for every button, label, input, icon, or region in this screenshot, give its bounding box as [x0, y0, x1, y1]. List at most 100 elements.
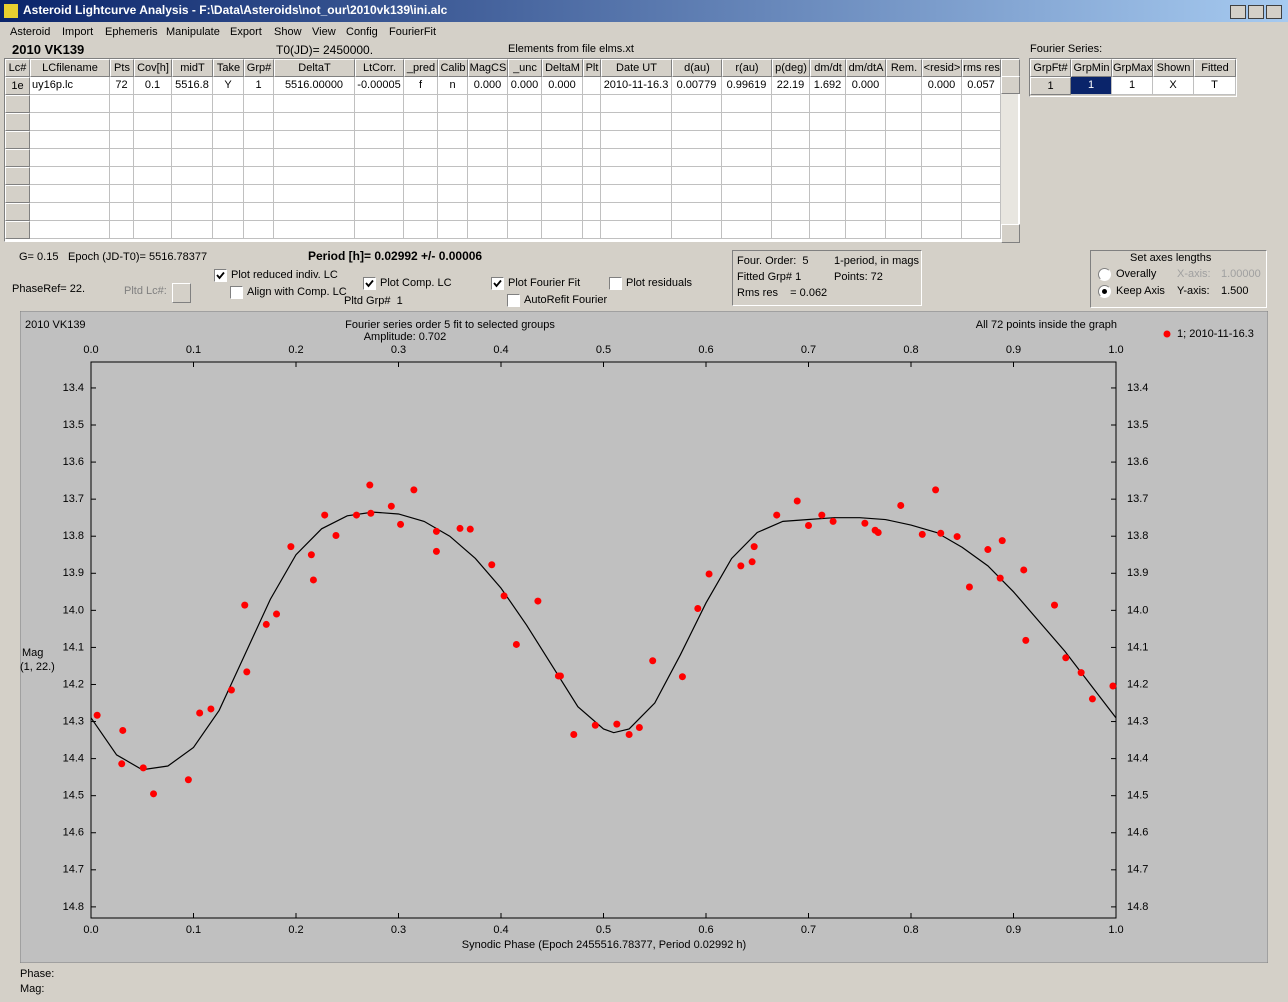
table-cell — [962, 131, 1001, 149]
table-cell — [886, 149, 922, 167]
table-cell — [110, 131, 134, 149]
y-tick-label: 13.8 — [63, 530, 84, 542]
radio-button[interactable] — [1098, 285, 1111, 298]
checkbox[interactable] — [214, 269, 227, 282]
y-tick-label: 13.5 — [1127, 419, 1148, 431]
table-cell — [110, 113, 134, 131]
menu-item[interactable]: Export — [230, 26, 262, 38]
x-tick-label: 1.0 — [1108, 924, 1123, 936]
fit-points: Points: 72 — [834, 271, 883, 283]
column-header: d(au) — [672, 59, 722, 77]
checkbox[interactable] — [491, 277, 504, 290]
data-point — [243, 668, 251, 676]
table-cell — [355, 185, 404, 203]
column-header: Shown — [1153, 59, 1194, 77]
column-header: Rem. — [886, 59, 922, 77]
x-tick-label: 0.4 — [493, 924, 508, 936]
menu-item[interactable]: Asteroid — [10, 26, 51, 38]
data-point — [1051, 601, 1058, 609]
y-tick-label: 14.2 — [63, 678, 84, 690]
x-tick-label: 0.0 — [83, 344, 98, 356]
legend-marker — [1163, 330, 1171, 338]
table-cell — [508, 221, 542, 239]
data-point — [818, 511, 826, 519]
table-cell — [601, 149, 672, 167]
maximize-button[interactable] — [1248, 5, 1264, 19]
table-cell: 0.99619 — [722, 77, 772, 95]
x-axis-title: Synodic Phase (Epoch 2455516.78377, Peri… — [462, 939, 746, 951]
table-cell — [672, 95, 722, 113]
y-tick-label: 14.0 — [1127, 604, 1148, 616]
y-tick-label: 14.1 — [1127, 641, 1148, 653]
table-cell — [672, 203, 722, 221]
radio-button[interactable] — [1098, 268, 1111, 281]
table-cell — [30, 221, 110, 239]
y-tick-label: 14.8 — [63, 901, 84, 913]
data-point — [488, 561, 496, 569]
menu-item[interactable]: Import — [62, 26, 94, 38]
y-axis-title: (1, 22.) — [20, 661, 55, 673]
row-header — [5, 131, 30, 149]
table-cell — [274, 221, 355, 239]
table-cell — [810, 149, 846, 167]
y-tick-label: 13.5 — [63, 419, 84, 431]
table-cell — [30, 95, 110, 113]
table-cell — [355, 95, 404, 113]
radio-label: Overally — [1116, 268, 1157, 280]
table-cell — [172, 149, 213, 167]
table-cell — [886, 221, 922, 239]
data-point — [965, 583, 973, 591]
menu-item[interactable]: Show — [274, 26, 302, 38]
data-point — [748, 558, 756, 566]
checkbox[interactable] — [363, 277, 376, 290]
table-cell — [172, 95, 213, 113]
column-header: rms res — [962, 59, 1001, 77]
table-cell — [772, 149, 810, 167]
table-cell — [110, 185, 134, 203]
x-tick-label: 0.7 — [801, 924, 816, 936]
scroll-down[interactable] — [1001, 224, 1020, 243]
menu-item[interactable]: Manipulate — [166, 26, 220, 38]
table-cell: Y — [213, 77, 244, 95]
scroll-thumb[interactable] — [1001, 76, 1020, 94]
table-cell — [846, 149, 886, 167]
row-header — [5, 113, 30, 131]
table-cell — [810, 95, 846, 113]
minimize-button[interactable] — [1230, 5, 1246, 19]
table-cell — [355, 221, 404, 239]
column-header: Fitted — [1194, 59, 1236, 77]
pltd-lc-spinner[interactable] — [172, 283, 191, 303]
fit-order: Four. Order: 5 — [737, 255, 809, 267]
table-cell — [30, 149, 110, 167]
y-tick-label: 13.9 — [63, 567, 84, 579]
table-cell — [722, 113, 772, 131]
close-button[interactable] — [1266, 5, 1282, 19]
column-header: MagCS — [468, 59, 508, 77]
column-header: dm/dtA — [846, 59, 886, 77]
table-cell — [722, 221, 772, 239]
table-cell: 0.00779 — [672, 77, 722, 95]
checkbox-label: Plot residuals — [626, 277, 693, 289]
menu-item[interactable]: Config — [346, 26, 378, 38]
menu-item[interactable]: View — [312, 26, 336, 38]
table-cell — [962, 167, 1001, 185]
checkbox[interactable] — [230, 286, 243, 299]
table-cell — [134, 149, 172, 167]
elements-label: Elements from file elms.xt — [508, 43, 634, 55]
data-point — [1088, 695, 1096, 703]
table-cell — [583, 131, 601, 149]
x-tick-label: 0.8 — [903, 924, 918, 936]
table-cell — [583, 185, 601, 203]
table-cell — [722, 149, 772, 167]
row-header — [5, 149, 30, 167]
data-point — [932, 486, 940, 494]
table-cell — [244, 113, 274, 131]
checkbox[interactable] — [609, 277, 622, 290]
table-cell — [922, 131, 962, 149]
menu-item[interactable]: Ephemeris — [105, 26, 158, 38]
checkbox[interactable] — [507, 294, 520, 307]
row-header — [5, 95, 30, 113]
fit-group: Fitted Grp# 1 — [737, 271, 802, 283]
menu-item[interactable]: FourierFit — [389, 26, 437, 38]
